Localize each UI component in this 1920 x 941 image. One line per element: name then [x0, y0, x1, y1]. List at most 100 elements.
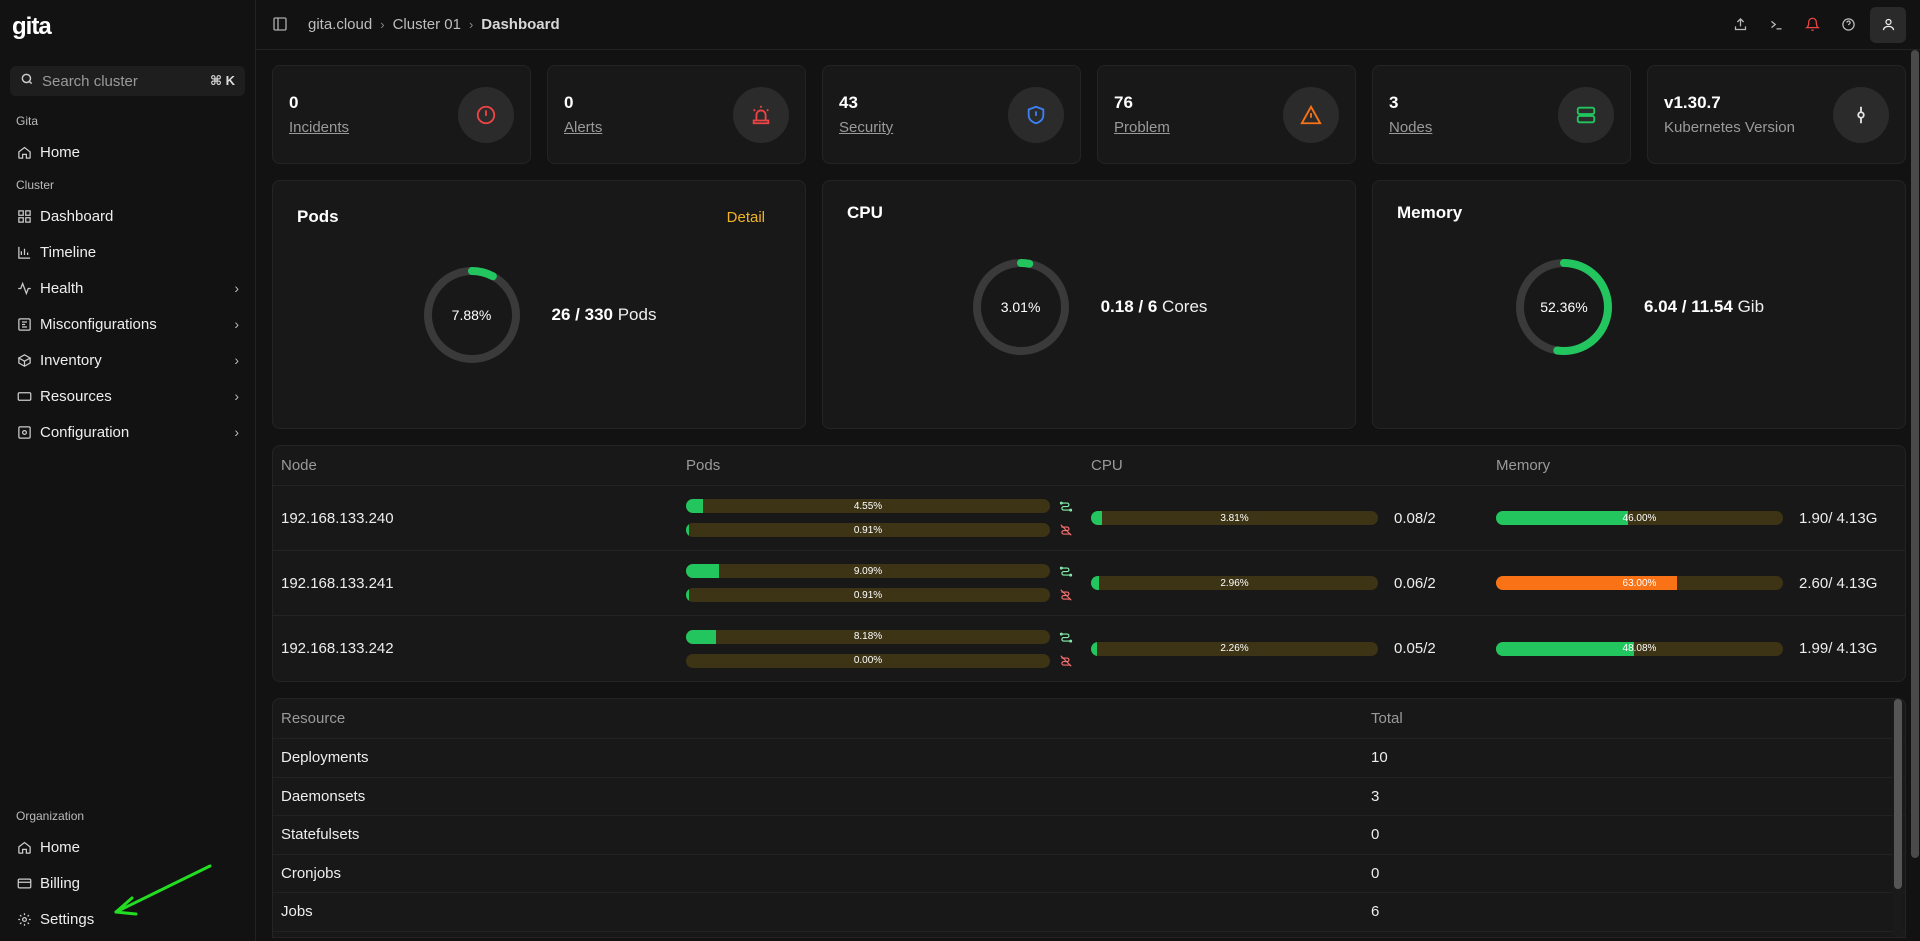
- cpu-panel: CPU 3.01% 0.18 / 6 Cores: [822, 180, 1356, 429]
- stats-row: 0 Incidents 0 Alerts 43 Security 76 Prob…: [272, 65, 1906, 164]
- table-row[interactable]: 192.168.133.242 8.18% 0.00% 2.26% 0.05/2 48.0…: [273, 616, 1905, 681]
- bar-fill: [686, 629, 716, 644]
- home-icon: [16, 144, 32, 160]
- bell-icon[interactable]: [1794, 7, 1830, 43]
- resource-total: 6: [1371, 903, 1380, 921]
- search-icon: [20, 72, 34, 90]
- bar-label: 63.00%: [1622, 577, 1657, 589]
- bar-fill: [1496, 576, 1677, 590]
- stat-value: 76: [1114, 93, 1133, 112]
- table-row[interactable]: Statefulsets 0: [273, 816, 1905, 855]
- stat-card-kubernetes-version: v1.30.7 Kubernetes Version: [1647, 65, 1906, 164]
- upload-icon[interactable]: [1722, 7, 1758, 43]
- scrollbar-thumb[interactable]: [1911, 50, 1919, 858]
- bar-label: 0.91%: [853, 524, 883, 536]
- node-ip[interactable]: 192.168.133.241: [281, 574, 394, 592]
- bar-fill: [1091, 576, 1100, 590]
- stat-value: 0: [289, 93, 299, 112]
- sidebar-item-resources[interactable]: Resources ›: [10, 378, 245, 414]
- table-row[interactable]: Jobs 6: [273, 893, 1905, 932]
- sidebar-item-label: Resources: [40, 387, 112, 405]
- sidebar-item-billing[interactable]: Billing: [10, 865, 245, 901]
- col-resource: Resource: [281, 710, 346, 727]
- cpu-usage: 0.06/2: [1394, 574, 1436, 592]
- col-memory: Memory: [1496, 457, 1551, 474]
- sidebar-item-org-home[interactable]: Home: [10, 829, 245, 865]
- cpu-bar: 2.26%: [1091, 641, 1378, 656]
- sidebar: gita Search cluster ⌘ K Gita Home Cluste…: [0, 0, 256, 941]
- user-icon[interactable]: [1870, 6, 1906, 43]
- bar-label: 4.55%: [853, 500, 883, 512]
- logo[interactable]: gita: [12, 13, 52, 40]
- chevron-right-icon: ›: [468, 17, 474, 32]
- breadcrumb-root[interactable]: gita.cloud: [308, 16, 373, 33]
- resource-name: Jobs: [281, 903, 313, 921]
- resource-total: 10: [1371, 749, 1388, 767]
- sidebar-item-settings[interactable]: Settings: [10, 901, 245, 937]
- resource-name: Cronjobs: [281, 864, 342, 882]
- scrollbar-thumb[interactable]: [1894, 699, 1902, 889]
- table-row[interactable]: 192.168.133.241 9.09% 0.91% 2.96% 0.06/2 63.0…: [273, 551, 1905, 616]
- chart-icon: [16, 244, 32, 260]
- table-header: Node Pods CPU Memory: [273, 446, 1905, 486]
- breadcrumb-current: Dashboard: [481, 16, 560, 33]
- table-row[interactable]: Cronjobs 0: [273, 855, 1905, 893]
- donut-arc: [1515, 259, 1612, 355]
- used: 0.18: [1100, 297, 1134, 316]
- used: 6.04: [1643, 297, 1678, 316]
- col-cpu: CPU: [1091, 457, 1123, 474]
- sidebar-toggle-icon[interactable]: [272, 16, 290, 34]
- sidebar-item-dashboard[interactable]: Dashboard: [10, 198, 245, 234]
- panel-body: 52.36% 6.04 / 11.54 Gib: [1373, 257, 1905, 357]
- table-row[interactable]: Deployments 10: [273, 739, 1905, 778]
- commit-icon: [1833, 86, 1889, 143]
- stat-link-security[interactable]: Security: [839, 119, 894, 136]
- sidebar-item-label: Billing: [40, 874, 81, 892]
- pods-detail-link[interactable]: Detail: [726, 209, 765, 226]
- sidebar-item-home[interactable]: Home: [10, 134, 245, 170]
- bar-label: 0.00%: [853, 655, 883, 666]
- sidebar-item-inventory[interactable]: Inventory ›: [10, 342, 245, 378]
- resources-scrollbar[interactable]: [1893, 699, 1903, 937]
- panel-title: Pods: [297, 207, 339, 226]
- sidebar-item-label: Dashboard: [40, 207, 114, 225]
- chevron-right-icon: ›: [234, 352, 239, 368]
- sidebar-item-configuration[interactable]: Configuration ›: [10, 414, 245, 450]
- sidebar-item-health[interactable]: Health ›: [10, 270, 245, 306]
- resource-name: Statefulsets: [281, 826, 360, 844]
- siren-icon: [733, 86, 789, 143]
- sidebar-item-misconfigurations[interactable]: Misconfigurations ›: [10, 306, 245, 342]
- topbar-actions: [1722, 6, 1906, 43]
- breadcrumb-cluster[interactable]: Cluster 01: [392, 16, 461, 33]
- stat-link-alerts[interactable]: Alerts: [564, 119, 603, 136]
- table-row[interactable]: Daemonsets 3: [273, 778, 1905, 816]
- chevron-right-icon: ›: [234, 280, 239, 296]
- pods-usage: 26 / 330 Pods: [551, 305, 657, 324]
- sidebar-item-label: Health: [40, 279, 84, 297]
- stat-link-incidents[interactable]: Incidents: [289, 119, 350, 136]
- help-icon[interactable]: [1830, 7, 1866, 43]
- node-ip[interactable]: 192.168.133.240: [281, 509, 394, 527]
- stat-card-security: 43 Security: [822, 65, 1081, 164]
- sidebar-item-timeline[interactable]: Timeline: [10, 234, 245, 270]
- memory-usage: 2.60/ 4.13G: [1799, 574, 1878, 592]
- table-row[interactable]: 192.168.133.240 4.55% 0.91% 3.81% 0.08/2 46.0…: [273, 486, 1905, 551]
- cpu-usage: 0.08/2: [1394, 509, 1436, 527]
- running-pods-icon: [1058, 564, 1074, 578]
- warning-triangle-icon: [1283, 86, 1339, 143]
- pods-failed-bar: 0.00%: [686, 653, 1050, 668]
- memory-usage: 1.99/ 4.13G: [1799, 640, 1878, 657]
- resource-name: Deployments: [281, 749, 369, 767]
- search-input[interactable]: Search cluster ⌘ K: [10, 66, 245, 96]
- stat-link-nodes[interactable]: Nodes: [1389, 119, 1433, 136]
- stat-link-problem[interactable]: Problem: [1114, 119, 1170, 136]
- chevron-right-icon: ›: [380, 17, 385, 32]
- failed-pods-icon: [1058, 654, 1074, 668]
- bar-label: 2.96%: [1220, 577, 1249, 589]
- stat-card-nodes: 3 Nodes: [1372, 65, 1631, 164]
- grid-icon: [16, 208, 32, 224]
- main-scrollbar[interactable]: [1910, 50, 1920, 941]
- terminal-icon[interactable]: [1758, 7, 1794, 43]
- node-ip[interactable]: 192.168.133.242: [281, 640, 394, 657]
- bar-label: 8.18%: [853, 631, 883, 642]
